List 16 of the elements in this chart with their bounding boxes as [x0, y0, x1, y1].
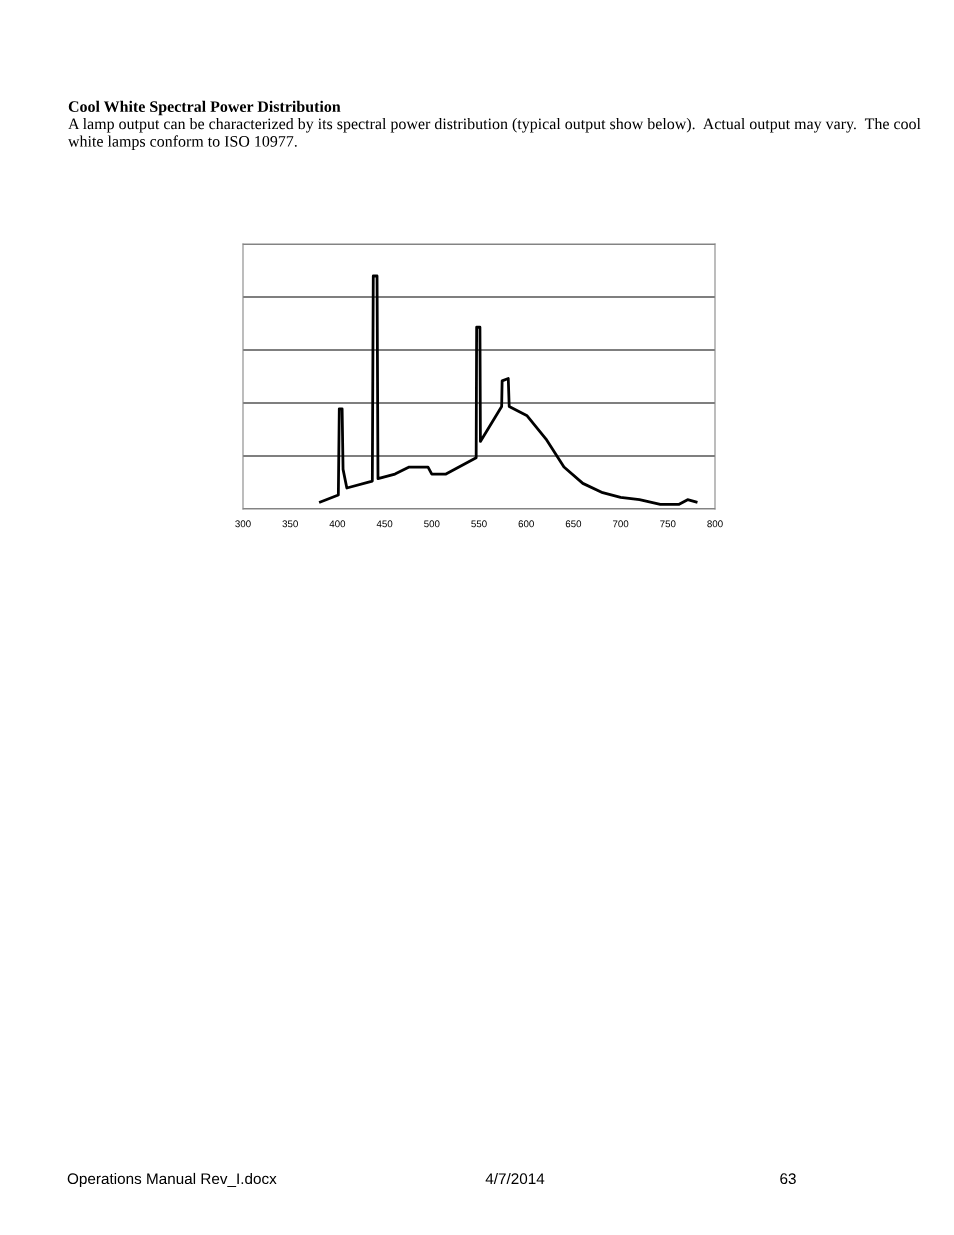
text: 63	[780, 1173, 796, 1185]
x-tick-label: 800	[707, 520, 723, 528]
chart-subtitle: A lamp output can be characterized by its spectral power distribution (typical output show below). Actual output may vary. The cool white lamps conform to ISO 10977.	[68, 118, 921, 150]
x-tick-label: 300	[235, 520, 251, 528]
text: 4/7/2014	[485, 1172, 545, 1185]
x-tick-label: 400	[329, 520, 346, 528]
text: Operations Manual Rev_I.docx	[67, 1172, 277, 1188]
x-tick-label: 450	[376, 520, 393, 528]
x-tick-label: 650	[565, 520, 582, 528]
x-tick-label: 700	[612, 520, 629, 528]
x-tick-label: 350	[282, 520, 298, 528]
x-tick-label: 750	[660, 520, 676, 528]
x-tick-label: 600	[518, 520, 534, 528]
x-tick-label: 550	[471, 520, 487, 528]
chart-title: Cool White Spectral Power Distribution	[68, 100, 341, 116]
x-tick-label: 500	[424, 520, 440, 528]
